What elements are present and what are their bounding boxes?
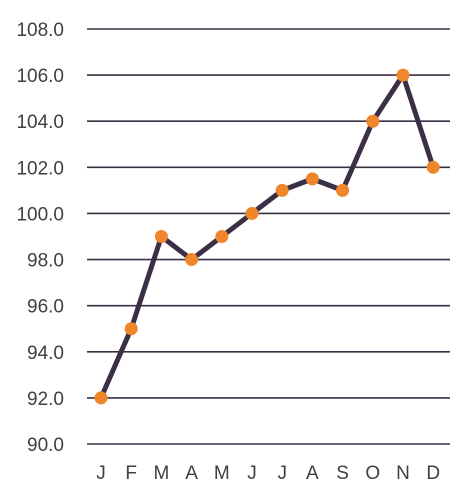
y-tick-label: 96.0 <box>27 297 64 318</box>
y-tick-label: 100.0 <box>16 204 64 225</box>
x-tick-label: J <box>96 463 106 484</box>
y-tick-label: 106.0 <box>16 66 64 87</box>
y-tick-label: 104.0 <box>16 112 64 133</box>
x-tick-label: O <box>365 463 380 484</box>
data-point <box>426 160 440 174</box>
data-point <box>124 322 138 336</box>
y-tick-label: 94.0 <box>27 343 64 364</box>
y-tick-label: 102.0 <box>16 158 64 179</box>
data-point <box>396 68 410 82</box>
x-tick-label: F <box>125 463 137 484</box>
y-tick-label: 98.0 <box>27 251 64 272</box>
data-point <box>185 253 199 267</box>
x-tick-label: A <box>306 463 319 484</box>
data-point <box>245 206 259 220</box>
data-point <box>366 114 380 128</box>
gridlines <box>87 28 450 445</box>
y-tick-label: 92.0 <box>27 389 64 410</box>
y-axis-tick-labels: 108.0 106.0 104.0 102.0 100.0 98.0 96.0 94.0 92.… <box>16 20 64 456</box>
x-tick-label: J <box>247 463 257 484</box>
data-point <box>94 391 108 405</box>
y-tick-label: 90.0 <box>27 435 64 456</box>
data-point <box>275 183 289 197</box>
x-tick-label: J <box>277 463 287 484</box>
x-tick-label: A <box>185 463 198 484</box>
x-tick-label: N <box>396 463 410 484</box>
series-line <box>98 72 436 401</box>
data-point <box>215 230 229 243</box>
x-tick-label: S <box>336 463 349 484</box>
x-tick-label: D <box>426 463 440 484</box>
data-point <box>336 183 350 197</box>
x-tick-label: M <box>153 463 169 484</box>
data-series <box>98 72 436 401</box>
data-markers <box>94 68 440 405</box>
y-tick-label: 108.0 <box>16 20 64 41</box>
data-point <box>305 172 319 186</box>
data-point <box>154 230 168 243</box>
x-tick-label: M <box>214 463 230 484</box>
